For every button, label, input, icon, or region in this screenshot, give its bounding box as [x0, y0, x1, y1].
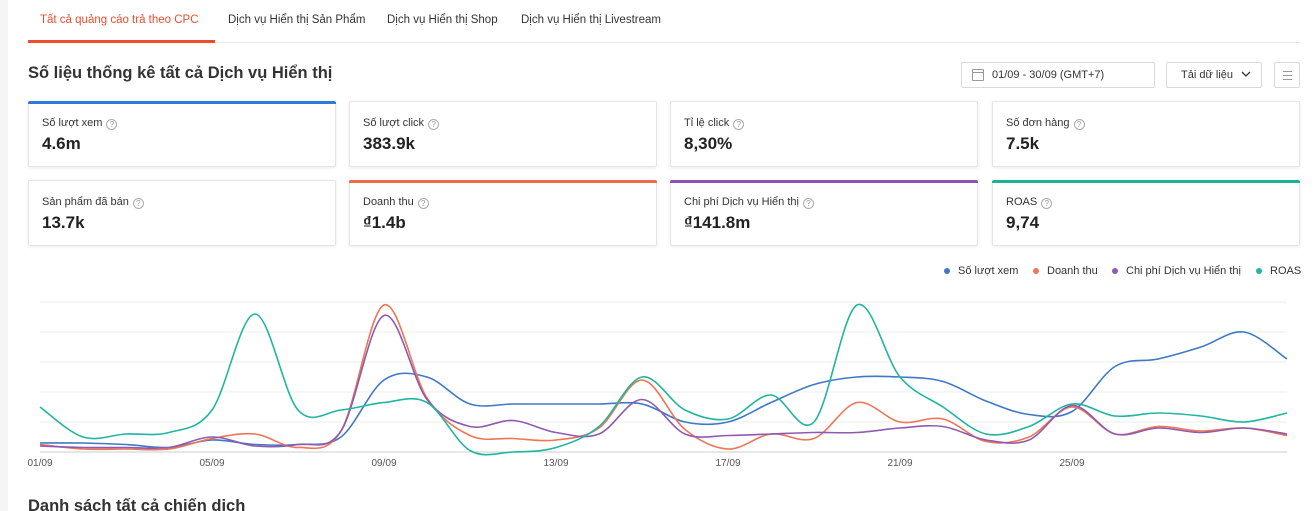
- help-icon[interactable]: ?: [417, 198, 429, 209]
- metric-card-ctr[interactable]: Tỉ lệ click? 8,30%: [670, 101, 978, 167]
- metric-value: ₫1.4b: [363, 213, 406, 232]
- metric-accent-bar: [670, 180, 978, 183]
- tab-livestream-display[interactable]: Dịch vụ Hiển thị Livestream: [521, 14, 661, 26]
- metric-label: Số đơn hàng: [1006, 117, 1070, 129]
- download-data-button[interactable]: Tải dữ liệu: [1166, 62, 1262, 88]
- legend-dot: [944, 268, 950, 274]
- metric-value: ₫141.8m: [684, 213, 751, 232]
- metric-label: Sản phẩm đã bán: [42, 196, 129, 208]
- metric-value: 4.6m: [42, 134, 81, 153]
- calendar-icon: [972, 69, 984, 81]
- metric-card-items-sold[interactable]: Sản phẩm đã bán? 13.7k: [28, 180, 336, 246]
- metric-label: Tỉ lệ click: [684, 117, 730, 129]
- metric-value: 9,74: [1006, 213, 1040, 232]
- x-tick-label: 01/09: [27, 458, 52, 469]
- metric-label: Doanh thu: [363, 196, 414, 208]
- date-range-picker[interactable]: 01/09 - 30/09 (GMT+7): [961, 62, 1155, 88]
- series-line-4[interactable]: [39, 303, 1288, 456]
- legend-label: Doanh thu: [1047, 265, 1098, 277]
- campaign-list-title: Danh sách tất cả chiến dịch: [28, 497, 246, 511]
- list-menu-button[interactable]: [1274, 62, 1300, 88]
- help-icon[interactable]: ?: [132, 198, 144, 209]
- help-icon[interactable]: ?: [1073, 119, 1085, 130]
- legend-label: ROAS: [1270, 265, 1302, 277]
- help-icon[interactable]: ?: [733, 119, 745, 130]
- list-menu-icon: [1283, 71, 1292, 72]
- help-icon[interactable]: ?: [106, 119, 118, 130]
- series-line-3[interactable]: [39, 314, 1288, 450]
- metric-value: 7.5k: [1006, 134, 1040, 153]
- tab-all-cpc-ads[interactable]: Tất cả quảng cáo trả theo CPC: [40, 14, 199, 26]
- metric-label: ROAS: [1006, 196, 1038, 208]
- legend-label: Số lượt xem: [958, 265, 1019, 277]
- x-tick-label: 17/09: [715, 458, 740, 469]
- metric-card-clicks[interactable]: Số lượt click? 383.9k: [349, 101, 657, 167]
- ad-type-tabs: Tất cả quảng cáo trả theo CPC Dịch vụ Hi…: [28, 0, 1300, 43]
- metric-card-views[interactable]: Số lượt xem? 4.6m: [28, 101, 336, 167]
- page-title: Số liệu thống kê tất cả Dịch vụ Hiển thị: [28, 64, 333, 82]
- legend-label: Chi phí Dịch vụ Hiển thị: [1126, 265, 1241, 277]
- chevron-down-icon: [1241, 71, 1251, 77]
- help-icon[interactable]: ?: [802, 198, 814, 209]
- metric-label: Số lượt click: [363, 117, 425, 129]
- metric-accent-bar: [349, 180, 657, 183]
- legend-dot: [1256, 268, 1262, 274]
- metric-value: 383.9k: [363, 134, 415, 153]
- metric-accent-bar: [992, 180, 1300, 183]
- help-icon[interactable]: ?: [428, 119, 440, 130]
- active-tab-indicator: [28, 40, 215, 43]
- x-tick-label: 09/09: [371, 458, 396, 469]
- tab-shop-display[interactable]: Dịch vụ Hiển thị Shop: [387, 14, 498, 26]
- metric-card-orders[interactable]: Số đơn hàng? 7.5k: [992, 101, 1300, 167]
- performance-line-chart[interactable]: 01/09 05/09 09/09 13/09 17/09 21/09 25/09: [0, 280, 1316, 470]
- help-icon[interactable]: ?: [1041, 198, 1053, 209]
- metric-card-ad-cost[interactable]: Chi phí Dịch vụ Hiển thị? ₫141.8m: [670, 180, 978, 246]
- x-tick-label: 25/09: [1059, 458, 1084, 469]
- metric-card-roas[interactable]: ROAS? 9,74: [992, 180, 1300, 246]
- series-line-2[interactable]: [39, 304, 1288, 451]
- metric-card-revenue[interactable]: Doanh thu? ₫1.4b: [349, 180, 657, 246]
- page-left-gutter: [0, 0, 8, 511]
- x-tick-label: 13/09: [543, 458, 568, 469]
- metric-value: 8,30%: [684, 134, 733, 153]
- date-range-value: 01/09 - 30/09 (GMT+7): [992, 69, 1105, 81]
- metric-label: Chi phí Dịch vụ Hiển thị: [684, 196, 799, 208]
- tab-product-display[interactable]: Dịch vụ Hiển thị Sản Phẩm: [228, 14, 366, 26]
- legend-dot: [1112, 268, 1118, 274]
- metric-value: 13.7k: [42, 213, 85, 232]
- x-tick-label: 05/09: [199, 458, 224, 469]
- legend-dot: [1033, 268, 1039, 274]
- metric-accent-bar: [28, 101, 336, 104]
- x-tick-label: 21/09: [887, 458, 912, 469]
- download-data-label: Tải dữ liệu: [1181, 69, 1233, 81]
- metric-label: Số lượt xem: [42, 117, 103, 129]
